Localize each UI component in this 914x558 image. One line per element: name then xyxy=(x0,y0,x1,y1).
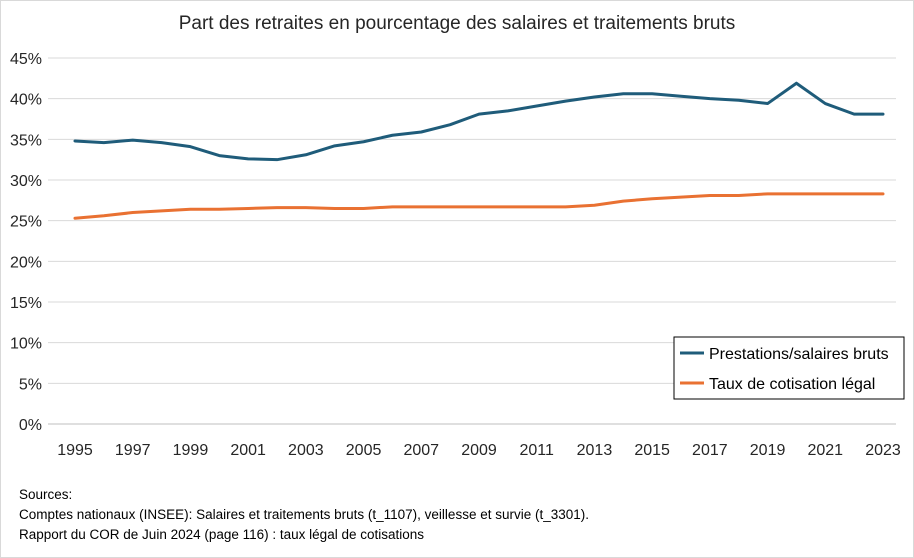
x-tick-label: 2007 xyxy=(403,442,439,459)
x-tick-label: 2019 xyxy=(750,442,786,459)
y-tick-label: 30% xyxy=(10,173,42,190)
x-tick-label: 2009 xyxy=(461,442,497,459)
y-tick-label: 25% xyxy=(10,214,42,231)
sources-line-insee: Comptes nationaux (INSEE): Salaires et t… xyxy=(19,507,590,522)
x-tick-label: 1999 xyxy=(173,442,209,459)
x-tick-label: 2023 xyxy=(865,442,901,459)
x-tick-label: 2001 xyxy=(230,442,266,459)
y-axis-tick-labels: 0% 5% 10% 15% 20% 25% 30% 35% 40% 45% xyxy=(10,51,42,434)
y-tick-label: 20% xyxy=(10,254,42,271)
x-tick-label: 1997 xyxy=(115,442,151,459)
x-tick-label: 2005 xyxy=(346,442,382,459)
x-tick-label: 2011 xyxy=(520,442,555,459)
legend-box xyxy=(673,336,905,400)
series-line-taux xyxy=(73,192,885,220)
x-tick-label: 2015 xyxy=(634,442,670,459)
legend: Prestations/salaires bruts Taux de cotis… xyxy=(673,336,905,400)
x-tick-label: 2013 xyxy=(577,442,613,459)
sources-heading: Sources: xyxy=(19,487,73,502)
y-tick-label: 35% xyxy=(10,132,42,149)
y-tick-label: 5% xyxy=(19,376,42,393)
y-tick-label: 45% xyxy=(10,51,42,68)
y-tick-label: 10% xyxy=(10,336,42,353)
legend-label-prestations: Prestations/salaires bruts xyxy=(709,346,889,363)
y-tick-label: 15% xyxy=(10,295,42,312)
x-tick-label: 2021 xyxy=(807,442,843,459)
x-tick-label: 2017 xyxy=(692,442,728,459)
series-lines xyxy=(73,81,885,220)
x-tick-label: 1995 xyxy=(57,442,93,459)
gridlines xyxy=(48,57,896,425)
x-axis-tick-labels: 1995 1997 1999 2001 2003 2005 2007 2009 2011 2013… xyxy=(57,442,901,459)
sources-line-cor: Rapport du COR de Juin 2024 (page 116) :… xyxy=(19,527,424,542)
sources-note: Sources: Comptes nationaux (INSEE): Sala… xyxy=(19,485,589,545)
y-tick-label: 40% xyxy=(10,92,42,109)
chart-title: Part des retraites en pourcentage des sa… xyxy=(179,13,736,34)
legend-label-taux: Taux de cotisation légal xyxy=(709,376,875,393)
series-line-prestations xyxy=(73,81,885,162)
y-tick-label: 0% xyxy=(19,417,42,434)
x-tick-label: 2003 xyxy=(288,442,324,459)
